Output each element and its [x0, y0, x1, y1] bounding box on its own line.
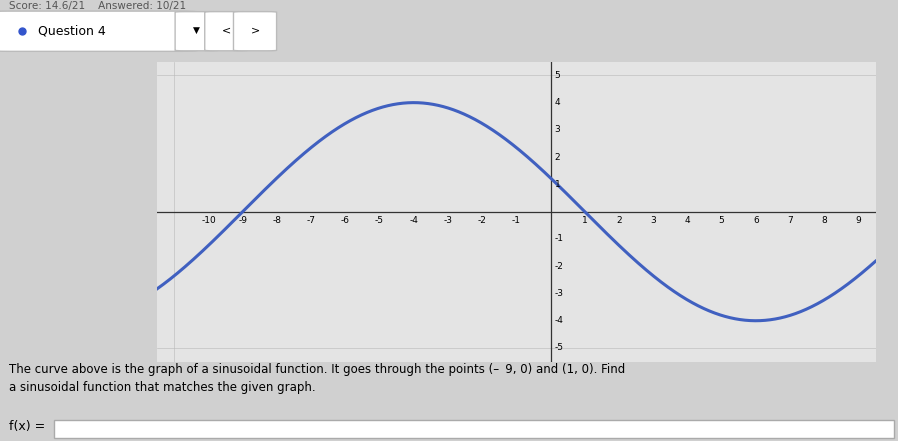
FancyBboxPatch shape — [205, 11, 248, 51]
Text: -5: -5 — [375, 216, 384, 225]
Text: 2: 2 — [555, 153, 560, 162]
FancyBboxPatch shape — [175, 11, 218, 51]
Text: <: < — [222, 26, 231, 36]
Text: -10: -10 — [201, 216, 216, 225]
Text: 1: 1 — [582, 216, 587, 225]
Text: 9: 9 — [856, 216, 861, 225]
Text: 3: 3 — [555, 125, 560, 135]
Text: -2: -2 — [555, 262, 564, 271]
Text: -5: -5 — [555, 344, 564, 352]
Text: ▼: ▼ — [193, 26, 200, 35]
Text: -9: -9 — [238, 216, 247, 225]
Text: -3: -3 — [444, 216, 453, 225]
Text: 2: 2 — [616, 216, 621, 225]
Text: 5: 5 — [555, 71, 560, 80]
Text: -4: -4 — [555, 316, 564, 325]
Text: Score: 14.6/21    Answered: 10/21: Score: 14.6/21 Answered: 10/21 — [9, 1, 186, 11]
FancyBboxPatch shape — [233, 11, 277, 51]
Text: 1: 1 — [555, 180, 560, 189]
Text: -1: -1 — [512, 216, 521, 225]
Text: 3: 3 — [650, 216, 656, 225]
Text: 4: 4 — [555, 98, 560, 107]
Text: 4: 4 — [684, 216, 691, 225]
Text: >: > — [251, 26, 260, 36]
FancyBboxPatch shape — [0, 11, 198, 51]
Text: 5: 5 — [718, 216, 725, 225]
Text: -3: -3 — [555, 289, 564, 298]
Text: -7: -7 — [306, 216, 315, 225]
FancyBboxPatch shape — [54, 420, 894, 438]
Text: -8: -8 — [272, 216, 281, 225]
Text: 7: 7 — [788, 216, 793, 225]
Text: -4: -4 — [409, 216, 418, 225]
Text: Question 4: Question 4 — [38, 24, 105, 37]
Text: -1: -1 — [555, 235, 564, 243]
Text: The curve above is the graph of a sinusoidal function. It goes through the point: The curve above is the graph of a sinuso… — [9, 363, 625, 394]
Text: 8: 8 — [822, 216, 827, 225]
Text: -2: -2 — [478, 216, 487, 225]
Text: -6: -6 — [341, 216, 350, 225]
Text: f(x) =: f(x) = — [9, 420, 45, 433]
Text: 6: 6 — [753, 216, 759, 225]
